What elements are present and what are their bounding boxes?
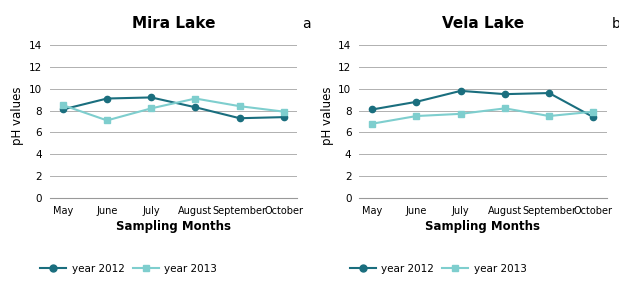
year 2013 — [103, 119, 111, 122]
year 2012 — [103, 97, 111, 100]
X-axis label: Sampling Months: Sampling Months — [116, 220, 231, 233]
Y-axis label: pH values: pH values — [12, 87, 25, 145]
year 2012 — [59, 108, 66, 111]
year 2013 — [147, 107, 155, 110]
X-axis label: Sampling Months: Sampling Months — [425, 220, 540, 233]
year 2013 — [192, 97, 199, 100]
year 2013 — [280, 110, 288, 113]
Title: Vela Lake: Vela Lake — [442, 16, 524, 31]
Y-axis label: pH values: pH values — [321, 87, 334, 145]
year 2012 — [147, 96, 155, 99]
year 2013 — [501, 107, 509, 110]
Line: year 2012: year 2012 — [369, 88, 597, 120]
year 2012 — [280, 115, 288, 119]
Line: year 2013: year 2013 — [59, 95, 287, 124]
Line: year 2012: year 2012 — [59, 94, 287, 121]
Title: Mira Lake: Mira Lake — [132, 16, 215, 31]
Legend: year 2012, year 2013: year 2012, year 2013 — [36, 260, 221, 278]
year 2012 — [368, 108, 376, 111]
year 2012 — [192, 106, 199, 109]
year 2013 — [590, 110, 597, 113]
year 2012 — [590, 115, 597, 119]
year 2013 — [368, 122, 376, 125]
Line: year 2013: year 2013 — [369, 105, 597, 127]
year 2013 — [457, 112, 464, 115]
year 2012 — [236, 117, 243, 120]
Legend: year 2012, year 2013: year 2012, year 2013 — [345, 260, 530, 278]
year 2012 — [413, 100, 420, 104]
year 2013 — [236, 104, 243, 108]
year 2012 — [457, 89, 464, 93]
year 2013 — [545, 114, 553, 118]
year 2013 — [413, 114, 420, 118]
year 2012 — [501, 93, 509, 96]
Text: a: a — [302, 17, 311, 31]
year 2012 — [545, 91, 553, 95]
year 2013 — [59, 103, 66, 107]
Text: b: b — [612, 17, 619, 31]
